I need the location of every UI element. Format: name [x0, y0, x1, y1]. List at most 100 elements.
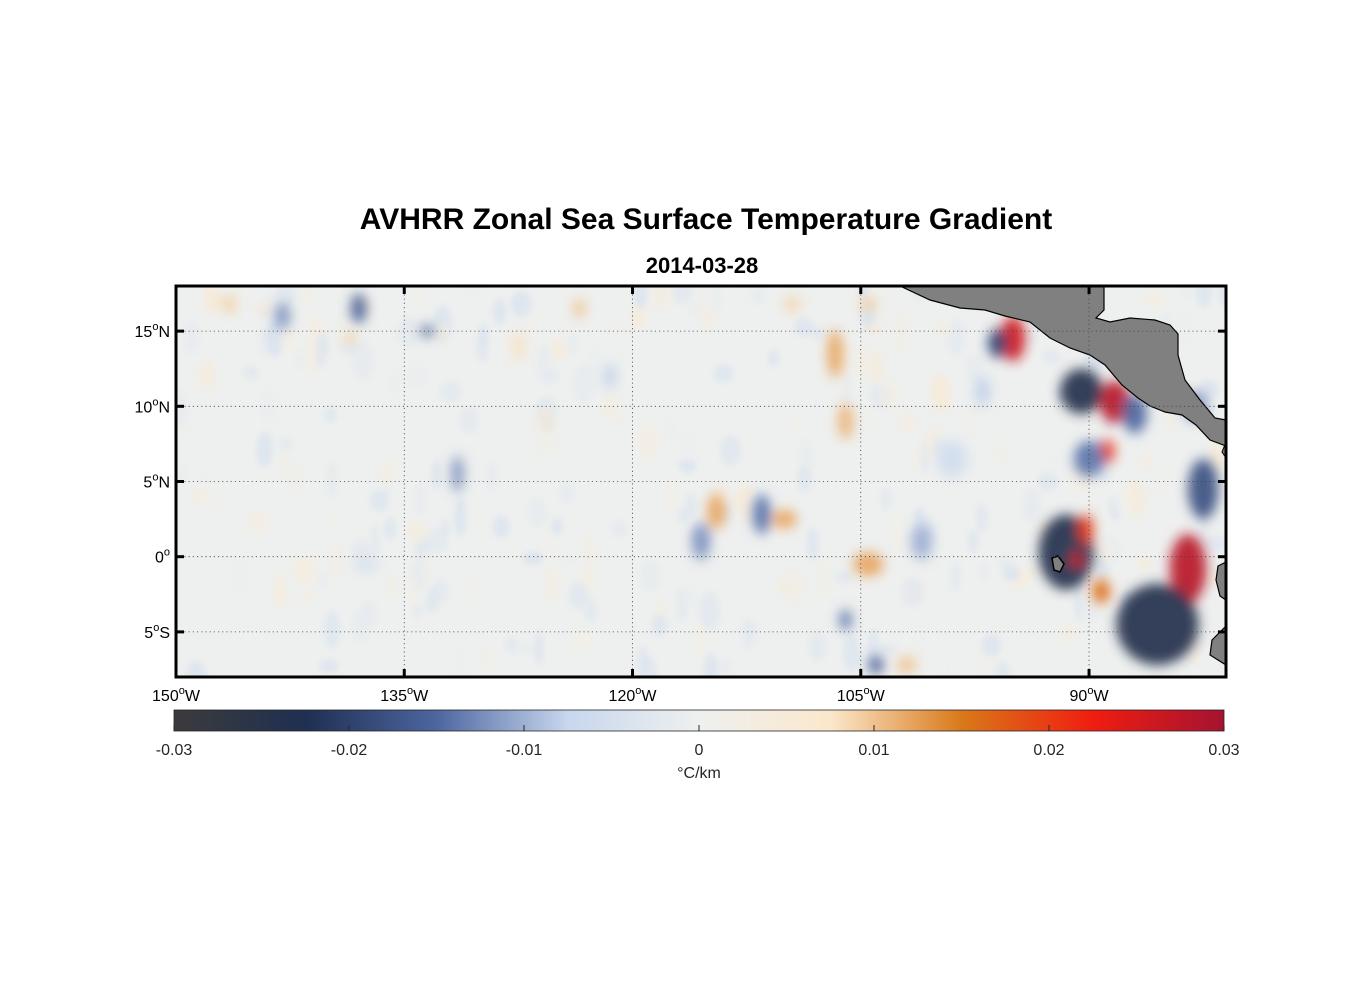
noise-patch	[806, 528, 820, 561]
noise-patch	[948, 480, 965, 504]
noise-patch	[470, 578, 480, 605]
gradient-feature	[974, 376, 991, 407]
noise-patch	[633, 286, 648, 309]
noise-patch	[289, 462, 305, 493]
noise-patch	[454, 497, 467, 537]
gradient-feature	[1187, 458, 1219, 520]
noise-patch	[607, 318, 625, 343]
gradient-feature	[1070, 552, 1083, 568]
noise-patch	[943, 647, 953, 677]
noise-patch	[389, 367, 402, 398]
noise-patch	[1149, 475, 1168, 497]
noise-patch	[913, 507, 926, 525]
gradient-feature	[1060, 368, 1103, 414]
gradient-feature	[421, 325, 434, 338]
noise-patch	[207, 288, 224, 312]
noise-patch	[396, 317, 419, 348]
noise-patch	[1002, 408, 1019, 448]
noise-patch	[992, 446, 1011, 461]
noise-patch	[540, 434, 561, 453]
noise-patch	[1139, 454, 1154, 470]
colorbar-tick-label: 0.03	[1208, 742, 1239, 759]
noise-patch	[292, 556, 313, 584]
noise-patch	[425, 588, 439, 614]
noise-patch	[351, 609, 369, 644]
noise-patch	[1143, 290, 1166, 308]
noise-patch	[967, 528, 979, 554]
gradient-feature	[707, 493, 726, 530]
noise-patch	[685, 493, 697, 518]
noise-patch	[198, 474, 215, 487]
noise-patch	[810, 325, 825, 340]
colorbar-tick-label: -0.01	[506, 742, 543, 759]
noise-patch	[421, 550, 435, 587]
noise-patch	[324, 407, 337, 423]
noise-patch	[801, 287, 812, 307]
noise-patch	[787, 538, 797, 551]
noise-patch	[339, 309, 352, 337]
noise-patch	[319, 659, 339, 674]
noise-patch	[870, 407, 887, 443]
noise-patch	[678, 430, 700, 463]
noise-patch	[720, 657, 731, 675]
noise-patch	[431, 459, 442, 490]
noise-patch	[1199, 379, 1219, 400]
noise-patch	[920, 439, 929, 475]
noise-patch	[713, 364, 734, 383]
noise-patch	[699, 304, 716, 329]
x-tick-label: 90oW	[1070, 685, 1110, 705]
gradient-feature	[853, 552, 884, 577]
noise-patch	[1182, 286, 1198, 299]
axis-ticks	[174, 286, 1226, 677]
gradient-feature	[827, 329, 843, 378]
colorbar-tick-label: 0.01	[858, 742, 889, 759]
colorbar-tick-label: 0.02	[1033, 742, 1064, 759]
noise-patch	[550, 518, 564, 535]
galapagos-islands	[1051, 555, 1065, 573]
noise-patch	[369, 489, 387, 512]
colorbar-tick-label: -0.03	[156, 742, 193, 759]
noise-patch	[682, 585, 697, 609]
noise-patch	[720, 435, 741, 467]
noise-patch	[737, 482, 756, 523]
colorbar: -0.03 -0.02 -0.01 0 0.01 0.02 0.03 °C/km	[156, 709, 1240, 782]
noise-patch	[630, 300, 647, 331]
noise-patch	[492, 371, 509, 390]
noise-patch	[1059, 624, 1079, 643]
noise-patch	[768, 350, 779, 367]
noise-patch	[459, 408, 479, 434]
colorbar-tick-label: 0	[695, 742, 704, 759]
y-tick-label: 5oN	[143, 472, 170, 492]
noise-patch	[1074, 581, 1083, 622]
noise-patch	[692, 620, 707, 660]
noise-patch	[440, 380, 462, 404]
land-mask	[899, 286, 1226, 666]
land-peru	[1209, 625, 1226, 666]
gradient-feature	[512, 331, 525, 362]
x-tick-label: 105oW	[837, 685, 886, 705]
noise-patch	[536, 343, 552, 382]
noise-patch	[207, 483, 217, 510]
noise-patch	[492, 298, 507, 325]
gradient-feature	[274, 302, 291, 330]
noise-patch	[432, 436, 446, 450]
gradient-feature	[1116, 583, 1199, 665]
noise-patch	[751, 286, 765, 305]
noise-patch	[561, 550, 575, 566]
noise-patch	[472, 518, 488, 539]
noise-patch	[384, 573, 400, 600]
noise-patch	[406, 574, 418, 608]
noise-patch	[406, 520, 429, 543]
noise-patch	[296, 351, 305, 369]
noise-patch	[995, 661, 1011, 677]
noise-patch	[514, 643, 536, 656]
noise-patch	[329, 544, 347, 581]
noise-patch	[370, 523, 380, 556]
noise-patch	[247, 510, 270, 534]
noise-patch	[186, 661, 206, 677]
noise-patch	[893, 312, 909, 351]
colorbar-ticks: -0.03 -0.02 -0.01 0 0.01 0.02 0.03	[156, 725, 1240, 759]
noise-patch	[188, 487, 208, 505]
noise-patch	[678, 508, 688, 523]
noise-patch	[639, 656, 658, 677]
